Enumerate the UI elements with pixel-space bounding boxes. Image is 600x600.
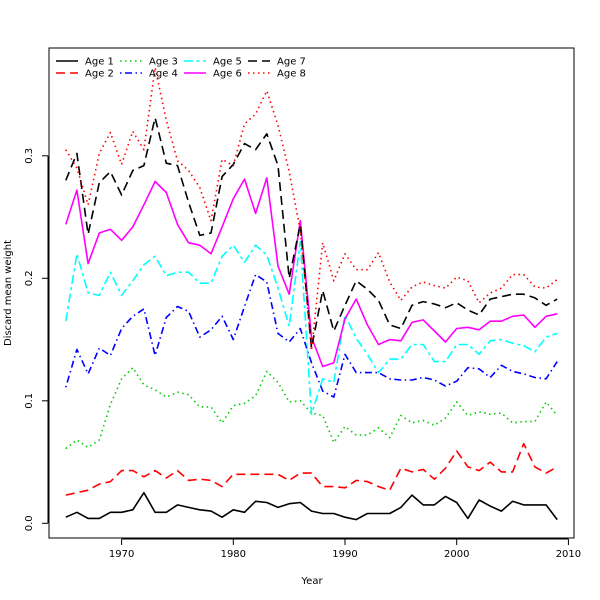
y-tick-label: 0.1: [24, 393, 35, 409]
y-tick-label: 0.3: [24, 148, 35, 164]
series-line-age-3: [65, 366, 558, 450]
x-axis: 1970 1980 1990 2000 2010: [109, 538, 581, 560]
plot-frame: [48, 47, 575, 539]
legend-label-age-5: Age 5: [213, 57, 242, 68]
series-line-age-6: [65, 177, 558, 368]
y-tick-label: 0.2: [24, 270, 35, 286]
x-tick-label: 1970: [109, 549, 134, 560]
legend-label-age-7: Age 7: [277, 57, 306, 68]
y-axis: 0.0 0.1 0.2 0.3: [24, 148, 49, 531]
x-axis-label: Year: [300, 576, 323, 587]
series-layer: [65, 66, 558, 521]
y-axis-label: Discard mean weight: [3, 240, 14, 346]
x-tick-label: 2000: [444, 549, 469, 560]
x-tick-label: 1990: [332, 549, 357, 560]
x-tick-label: 1980: [221, 549, 246, 560]
series-line-age-5: [65, 240, 558, 416]
x-tick-label: 2010: [556, 549, 581, 560]
legend-label-age-4: Age 4: [149, 69, 178, 80]
legend-label-age-6: Age 6: [213, 69, 242, 80]
legend-label-age-3: Age 3: [149, 57, 178, 68]
legend-label-age-8: Age 8: [277, 69, 306, 80]
legend-label-age-1: Age 1: [85, 57, 114, 68]
series-line-age-2: [65, 442, 558, 496]
y-tick-label: 0.0: [24, 515, 35, 531]
series-line-age-1: [65, 491, 558, 521]
series-line-age-4: [65, 273, 558, 398]
series-line-age-7: [65, 117, 558, 349]
series-line-age-8: [65, 66, 558, 352]
legend-label-age-2: Age 2: [85, 69, 114, 80]
